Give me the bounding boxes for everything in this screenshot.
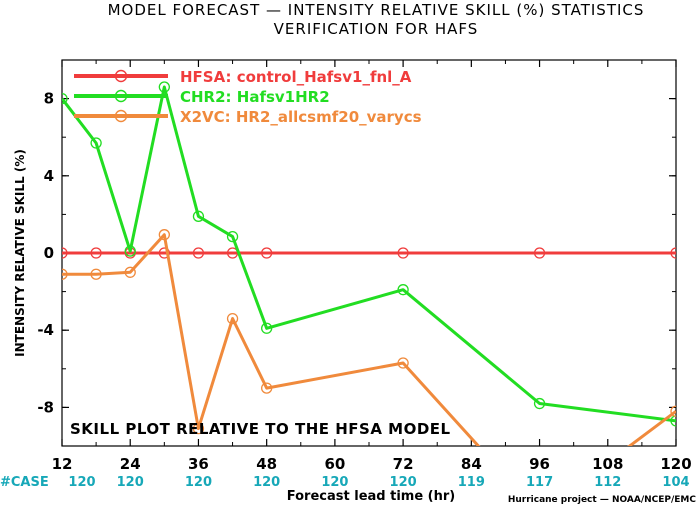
data-point xyxy=(533,247,546,259)
case-count: 120 xyxy=(321,475,348,490)
x-axis: 12 24 36 48 60 72 84 96 108 120 xyxy=(52,60,692,473)
x-axis-label: Forecast lead time (hr) xyxy=(287,489,455,504)
case-count: 120 xyxy=(185,475,212,490)
data-point xyxy=(90,137,102,149)
legend-marker xyxy=(114,69,128,83)
legend-label: HFSA: control_Hafsv1_fnl_A xyxy=(180,68,412,86)
data-point xyxy=(158,247,170,259)
x-tick-label: 120 xyxy=(660,455,691,473)
case-count: 120 xyxy=(117,475,144,490)
series-line xyxy=(62,233,676,446)
data-point xyxy=(62,92,68,105)
data-point xyxy=(226,312,239,325)
chart-title: MODEL FORECAST — INTENSITY RELATIVE SKIL… xyxy=(108,1,645,19)
data-point xyxy=(192,247,205,259)
legend-label: CHR2: Hafsv1HR2 xyxy=(180,88,330,106)
data-point xyxy=(90,247,102,259)
data-point xyxy=(192,422,205,435)
data-point xyxy=(158,81,170,93)
chart-subtitle: VERIFICATION FOR HAFS xyxy=(274,20,479,38)
y-tick-label: 4 xyxy=(44,167,54,185)
legend-marker xyxy=(114,109,128,123)
case-count: 119 xyxy=(458,475,485,490)
case-count: 112 xyxy=(594,475,621,490)
data-point xyxy=(158,229,170,241)
credit-text: Hurricane project — NOAA/NCEP/EMC xyxy=(508,495,697,505)
y-axis: 8 4 0 -4 -8 xyxy=(37,59,676,447)
x-tick-label: 60 xyxy=(324,455,345,473)
y-tick-label: 8 xyxy=(44,90,54,108)
case-counts: 120 120 120 120 120 120 119 117 112 104 xyxy=(68,475,689,490)
y-tick-label: 0 xyxy=(44,244,54,262)
case-count: 120 xyxy=(253,475,280,490)
legend-label: X2VC: HR2_allcsmf20_varycs xyxy=(180,108,422,126)
data-point xyxy=(261,322,273,334)
data-point xyxy=(397,284,409,296)
series-layer xyxy=(62,81,676,446)
skill-annotation: SKILL PLOT RELATIVE TO THE HFSA MODEL xyxy=(70,420,451,438)
data-point xyxy=(397,357,409,369)
data-point xyxy=(62,247,68,259)
y-tick-label: -4 xyxy=(37,321,54,339)
data-point xyxy=(261,247,273,259)
x-tick-label: 36 xyxy=(188,455,209,473)
data-point xyxy=(226,230,239,243)
data-point xyxy=(533,397,546,410)
x-tick-label: 12 xyxy=(52,455,73,473)
x-tick-label: 48 xyxy=(256,455,277,473)
series-line xyxy=(62,85,676,423)
data-point xyxy=(90,268,102,280)
x-tick-label: 108 xyxy=(592,455,623,473)
y-axis-label: INTENSITY RELATIVE SKILL (%) xyxy=(13,149,27,357)
x-tick-label: 96 xyxy=(529,455,550,473)
y-tick-label: -8 xyxy=(37,398,54,416)
legend-marker xyxy=(114,89,128,103)
legend: HFSA: control_Hafsv1_fnl_A CHR2: Hafsv1HR… xyxy=(74,68,422,126)
data-point xyxy=(670,415,676,427)
data-point xyxy=(124,266,136,278)
data-point xyxy=(62,268,68,280)
x-tick-label: 72 xyxy=(393,455,414,473)
data-point xyxy=(670,405,676,417)
data-point xyxy=(397,247,409,259)
data-point xyxy=(261,382,273,394)
data-point xyxy=(124,245,136,257)
data-point xyxy=(192,210,205,222)
case-count: 120 xyxy=(68,475,95,490)
x-tick-label: 24 xyxy=(120,455,141,473)
x-tick-label: 84 xyxy=(461,455,482,473)
data-point xyxy=(670,247,676,259)
case-count: 117 xyxy=(526,475,553,490)
case-count: 104 xyxy=(662,475,689,490)
case-count: 120 xyxy=(390,475,417,490)
case-label: #CASE xyxy=(0,475,49,490)
